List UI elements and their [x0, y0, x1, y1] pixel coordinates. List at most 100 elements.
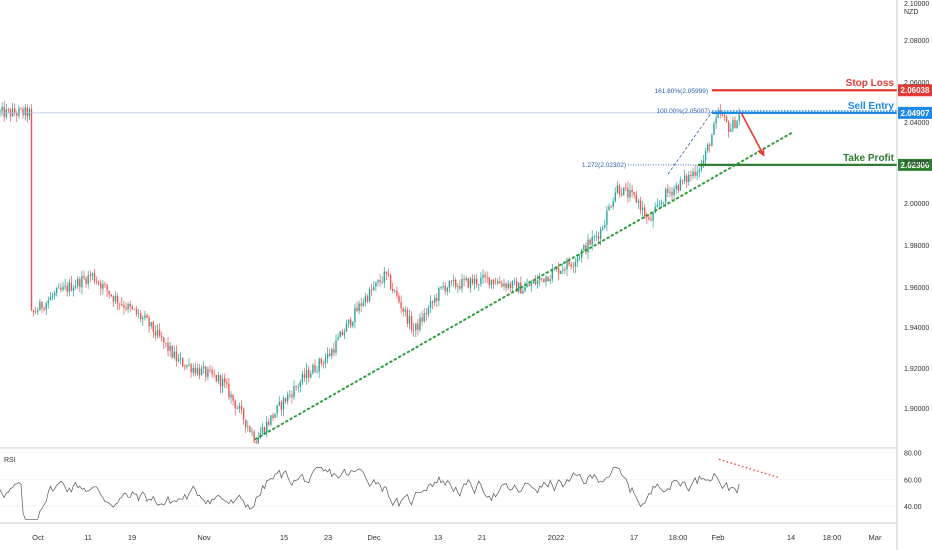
candle-body	[723, 115, 726, 117]
candle-body	[98, 281, 100, 284]
candle-body	[87, 275, 89, 284]
candle-body	[190, 364, 192, 373]
level-label: Stop Loss	[846, 78, 895, 89]
candle-body	[450, 280, 453, 282]
candle-body	[335, 340, 337, 353]
candle-body	[74, 285, 77, 288]
candle-body	[620, 193, 623, 196]
candle-body	[522, 291, 524, 294]
candlestick-series	[0, 100, 740, 444]
candle-body	[161, 336, 163, 338]
candle-body	[24, 107, 26, 116]
candle-body	[255, 441, 257, 444]
candle-body	[578, 257, 581, 259]
candle-body	[448, 280, 451, 288]
candle-body	[627, 188, 629, 198]
candle-body	[683, 175, 686, 181]
candle-body	[1, 107, 3, 112]
candle-body	[35, 311, 37, 313]
candle-body	[171, 345, 173, 358]
time-tick-label: Nov	[197, 533, 211, 542]
candle-body	[211, 369, 213, 375]
candle-body	[515, 281, 518, 292]
candle-body	[83, 276, 85, 279]
candle-body	[589, 239, 591, 245]
candle-body	[287, 394, 289, 402]
candle-body	[150, 322, 152, 327]
candle-body	[490, 279, 493, 285]
candle-body	[494, 283, 497, 285]
candle-body	[637, 200, 640, 203]
candle-body	[339, 331, 341, 338]
candle-body	[207, 369, 209, 377]
candle-body	[585, 245, 587, 253]
chart-overlays: 161.80%(2.05999) 100.00%(2.05007) 1.272(2.…	[254, 88, 793, 440]
time-tick-label: 11	[84, 533, 92, 542]
candle-body	[427, 307, 430, 315]
candle-body	[591, 236, 593, 245]
candle-body	[209, 369, 211, 371]
candle-body	[623, 187, 625, 196]
candle-body	[566, 260, 568, 270]
candle-body	[305, 369, 308, 379]
rsi-line	[0, 466, 740, 520]
candle-body	[629, 190, 631, 198]
candle-body	[326, 353, 329, 359]
candle-body	[32, 310, 35, 312]
candle-body	[20, 108, 22, 110]
candle-body	[108, 290, 110, 295]
candle-body	[377, 280, 379, 283]
candle-body	[177, 358, 180, 362]
candle-body	[368, 288, 371, 302]
rsi-divergence-line	[718, 458, 781, 479]
candle-body	[154, 331, 157, 336]
candle-body	[3, 107, 5, 117]
candle-body	[625, 187, 627, 189]
candle-body	[299, 382, 301, 387]
time-tick-label: 21	[478, 533, 486, 542]
candle-body	[49, 296, 52, 301]
candle-body	[452, 279, 455, 282]
candle-body	[247, 426, 249, 428]
candle-body	[179, 358, 182, 359]
candle-body	[146, 315, 148, 318]
time-tick-label: 13	[434, 533, 442, 542]
candle-body	[633, 192, 635, 195]
candle-body	[408, 315, 411, 324]
candle-body	[37, 310, 39, 313]
candle-body	[148, 317, 150, 327]
candle-body	[89, 275, 91, 276]
candle-body	[499, 281, 501, 284]
candle-body	[135, 309, 138, 315]
time-tick-label: Dec	[367, 533, 381, 542]
candle-body	[133, 308, 136, 310]
candle-body	[352, 322, 354, 326]
candle-body	[64, 285, 66, 287]
candle-body	[282, 398, 285, 410]
time-tick-label: 18:00	[823, 533, 842, 542]
candle-body	[734, 119, 736, 128]
candle-body	[152, 322, 154, 332]
fib-level-label: 100.00%(2.05007)	[657, 108, 711, 115]
candle-body	[648, 217, 650, 220]
candle-body	[297, 386, 299, 388]
candle-body	[72, 287, 75, 291]
trade-levels: Stop Loss 2.06038 Sell Entry 2.04907 Take Pr…	[0, 78, 932, 171]
candle-body	[660, 202, 663, 205]
projection-arrow-shaft	[740, 112, 765, 156]
candle-body	[385, 271, 388, 274]
candle-body	[711, 134, 713, 147]
candle-body	[251, 431, 253, 433]
candle-body	[100, 283, 102, 289]
candle-body	[140, 313, 142, 320]
candle-body	[473, 278, 476, 284]
candle-body	[465, 278, 467, 281]
candle-body	[696, 172, 698, 176]
candle-body	[442, 286, 444, 287]
candle-body	[291, 394, 293, 398]
candle-body	[486, 276, 488, 278]
candle-body	[650, 219, 652, 221]
candle-body	[478, 284, 480, 285]
candle-body	[295, 386, 297, 388]
